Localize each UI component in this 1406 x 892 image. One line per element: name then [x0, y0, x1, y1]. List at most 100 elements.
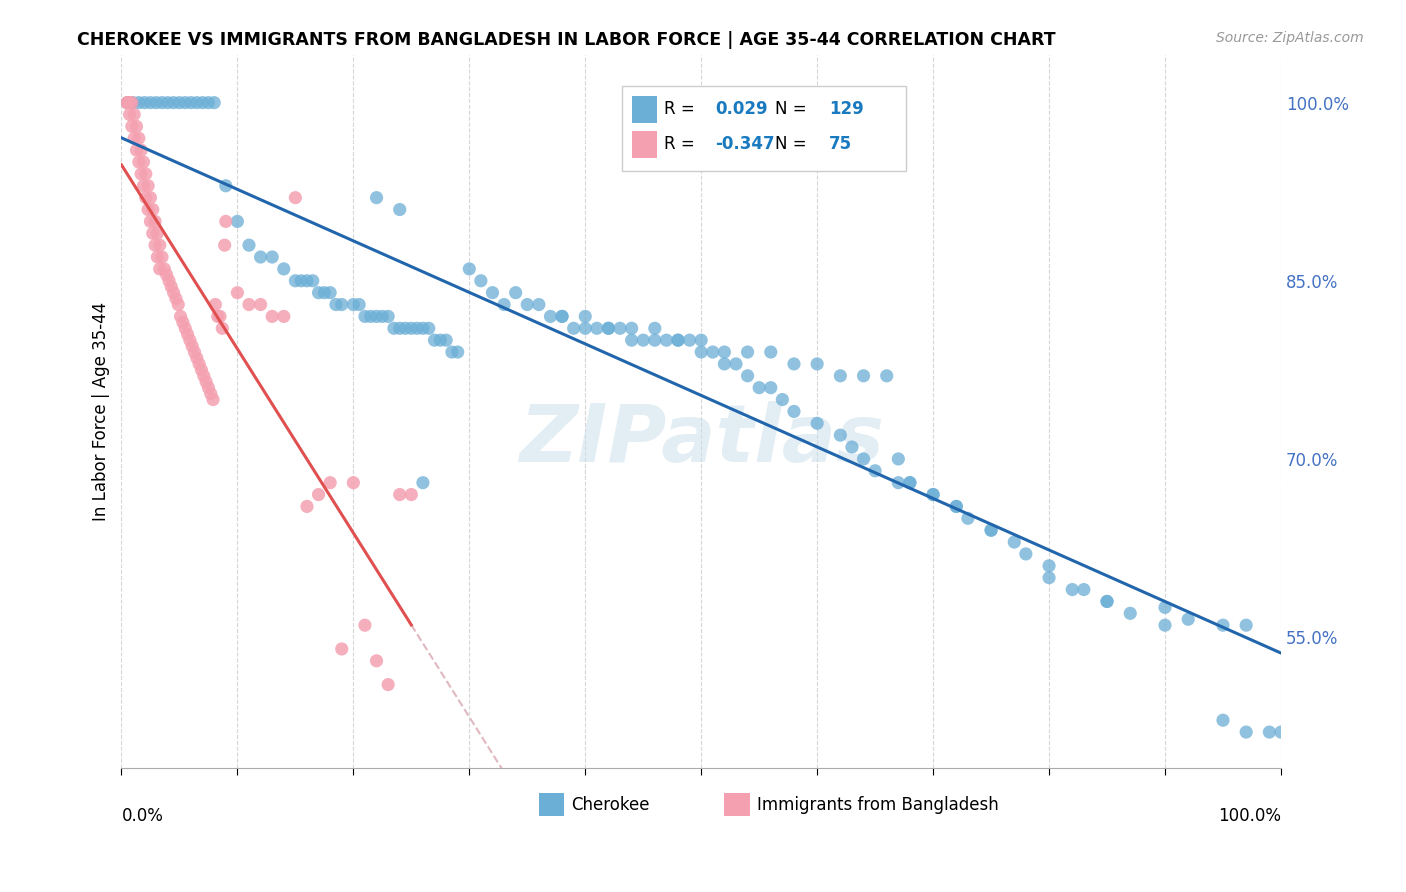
Point — [458, 261, 481, 276]
Point — [115, 95, 138, 110]
Point — [200, 386, 222, 401]
Point — [1073, 582, 1095, 597]
Point — [713, 357, 735, 371]
Point — [146, 250, 169, 264]
Point — [418, 321, 440, 335]
Point — [401, 321, 423, 335]
Point — [724, 357, 747, 371]
Point — [226, 285, 249, 300]
Point — [115, 95, 138, 110]
FancyBboxPatch shape — [538, 793, 564, 816]
Point — [806, 417, 828, 431]
Point — [165, 292, 187, 306]
Point — [620, 321, 643, 335]
Point — [737, 345, 759, 359]
Point — [702, 345, 724, 359]
Point — [562, 321, 585, 335]
Point — [737, 368, 759, 383]
Point — [598, 321, 620, 335]
Point — [143, 238, 166, 252]
Point — [1038, 558, 1060, 573]
Point — [142, 227, 165, 241]
Point — [142, 202, 165, 217]
FancyBboxPatch shape — [623, 87, 907, 170]
Point — [429, 333, 451, 347]
Point — [551, 310, 574, 324]
Y-axis label: In Labor Force | Age 35-44: In Labor Force | Age 35-44 — [93, 301, 110, 521]
Point — [238, 297, 260, 311]
Point — [360, 310, 382, 324]
FancyBboxPatch shape — [631, 130, 657, 158]
Point — [655, 333, 678, 347]
Point — [145, 95, 167, 110]
Point — [783, 357, 806, 371]
Point — [134, 95, 156, 110]
Point — [412, 321, 434, 335]
Point — [132, 178, 155, 193]
Point — [887, 451, 910, 466]
Point — [122, 131, 145, 145]
Point — [179, 333, 201, 347]
Point — [157, 274, 180, 288]
Point — [149, 261, 172, 276]
Point — [156, 268, 179, 282]
Point — [146, 227, 169, 241]
Point — [129, 143, 152, 157]
Point — [125, 143, 148, 157]
Point — [505, 285, 527, 300]
Point — [136, 202, 159, 217]
Point — [181, 339, 204, 353]
Point — [262, 250, 284, 264]
Point — [980, 523, 1002, 537]
Point — [690, 345, 713, 359]
Point — [863, 464, 886, 478]
Point — [226, 214, 249, 228]
Point — [150, 250, 173, 264]
Text: 75: 75 — [828, 136, 852, 153]
Text: Source: ZipAtlas.com: Source: ZipAtlas.com — [1216, 31, 1364, 45]
Point — [149, 238, 172, 252]
Point — [423, 333, 446, 347]
Text: 129: 129 — [828, 100, 863, 119]
Point — [202, 95, 225, 110]
Point — [783, 404, 806, 418]
Text: Immigrants from Bangladesh: Immigrants from Bangladesh — [756, 796, 998, 814]
Point — [956, 511, 979, 525]
Point — [195, 375, 218, 389]
Point — [1212, 618, 1234, 632]
Point — [169, 310, 191, 324]
Point — [162, 95, 184, 110]
Point — [494, 297, 516, 311]
Point — [412, 475, 434, 490]
Point — [204, 297, 226, 311]
FancyBboxPatch shape — [631, 95, 657, 123]
Point — [585, 321, 607, 335]
Point — [162, 285, 184, 300]
FancyBboxPatch shape — [724, 793, 749, 816]
Point — [122, 95, 145, 110]
Point — [215, 214, 238, 228]
Point — [301, 274, 323, 288]
Point — [945, 500, 967, 514]
Text: N =: N = — [776, 136, 813, 153]
Point — [153, 261, 176, 276]
Point — [197, 381, 219, 395]
Point — [830, 368, 852, 383]
Point — [516, 297, 538, 311]
Point — [319, 475, 342, 490]
Point — [1177, 612, 1199, 626]
Point — [129, 167, 152, 181]
Point — [118, 107, 141, 121]
Point — [748, 381, 770, 395]
Point — [678, 333, 700, 347]
Point — [115, 95, 138, 110]
Text: R =: R = — [664, 136, 700, 153]
Point — [574, 310, 596, 324]
Point — [1154, 618, 1177, 632]
Point — [830, 428, 852, 442]
Text: CHEROKEE VS IMMIGRANTS FROM BANGLADESH IN LABOR FORCE | AGE 35-44 CORRELATION CH: CHEROKEE VS IMMIGRANTS FROM BANGLADESH I… — [77, 31, 1056, 49]
Point — [1119, 607, 1142, 621]
Point — [759, 381, 782, 395]
Point — [759, 345, 782, 359]
Point — [354, 618, 377, 632]
